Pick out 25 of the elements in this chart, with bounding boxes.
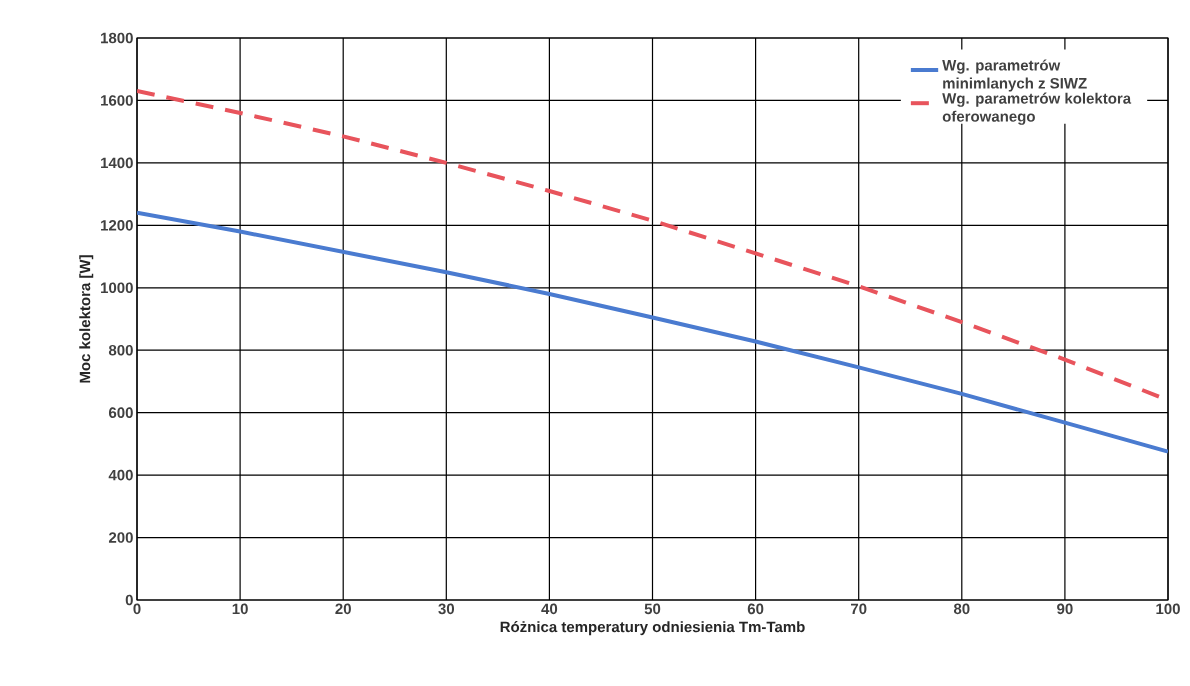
y-tick-label: 1600 bbox=[101, 95, 133, 106]
x-tick-label: 80 bbox=[953, 603, 970, 615]
y-tick-label: 0 bbox=[125, 594, 133, 606]
y-tick-label: 1200 bbox=[101, 220, 133, 231]
y-tick-label: 200 bbox=[108, 532, 133, 543]
y-tick-label: 400 bbox=[108, 469, 133, 481]
x-tick-label: 100 bbox=[1156, 603, 1180, 615]
y-tick-label: 1000 bbox=[101, 282, 133, 294]
legend-label: Wg. parametrów kolektora oferowanego bbox=[942, 92, 1132, 125]
x-tick-label: 60 bbox=[747, 603, 764, 615]
x-tick-label: 70 bbox=[851, 603, 867, 615]
x-tick-label: 30 bbox=[438, 603, 455, 615]
y-tick-label: 1400 bbox=[101, 157, 133, 169]
x-tick-label: 40 bbox=[541, 603, 558, 615]
x-tick-label: 0 bbox=[133, 603, 141, 615]
x-tick-label: 10 bbox=[232, 603, 248, 615]
x-tick-label: 20 bbox=[335, 603, 351, 615]
x-tick-label: 90 bbox=[1057, 603, 1073, 615]
y-tick-label: 600 bbox=[108, 407, 133, 418]
x-axis-title: Różnica temperatury odniesienia Tm-Tamb bbox=[500, 621, 805, 636]
x-tick-label: 50 bbox=[644, 603, 661, 615]
legend-label: Wg. parametrów minimlanych z SIWZ bbox=[942, 59, 1087, 92]
y-tick-label: 1800 bbox=[101, 32, 133, 44]
y-tick-label: 800 bbox=[108, 344, 133, 356]
y-axis-title: Moc kolektora [W] bbox=[79, 255, 94, 383]
